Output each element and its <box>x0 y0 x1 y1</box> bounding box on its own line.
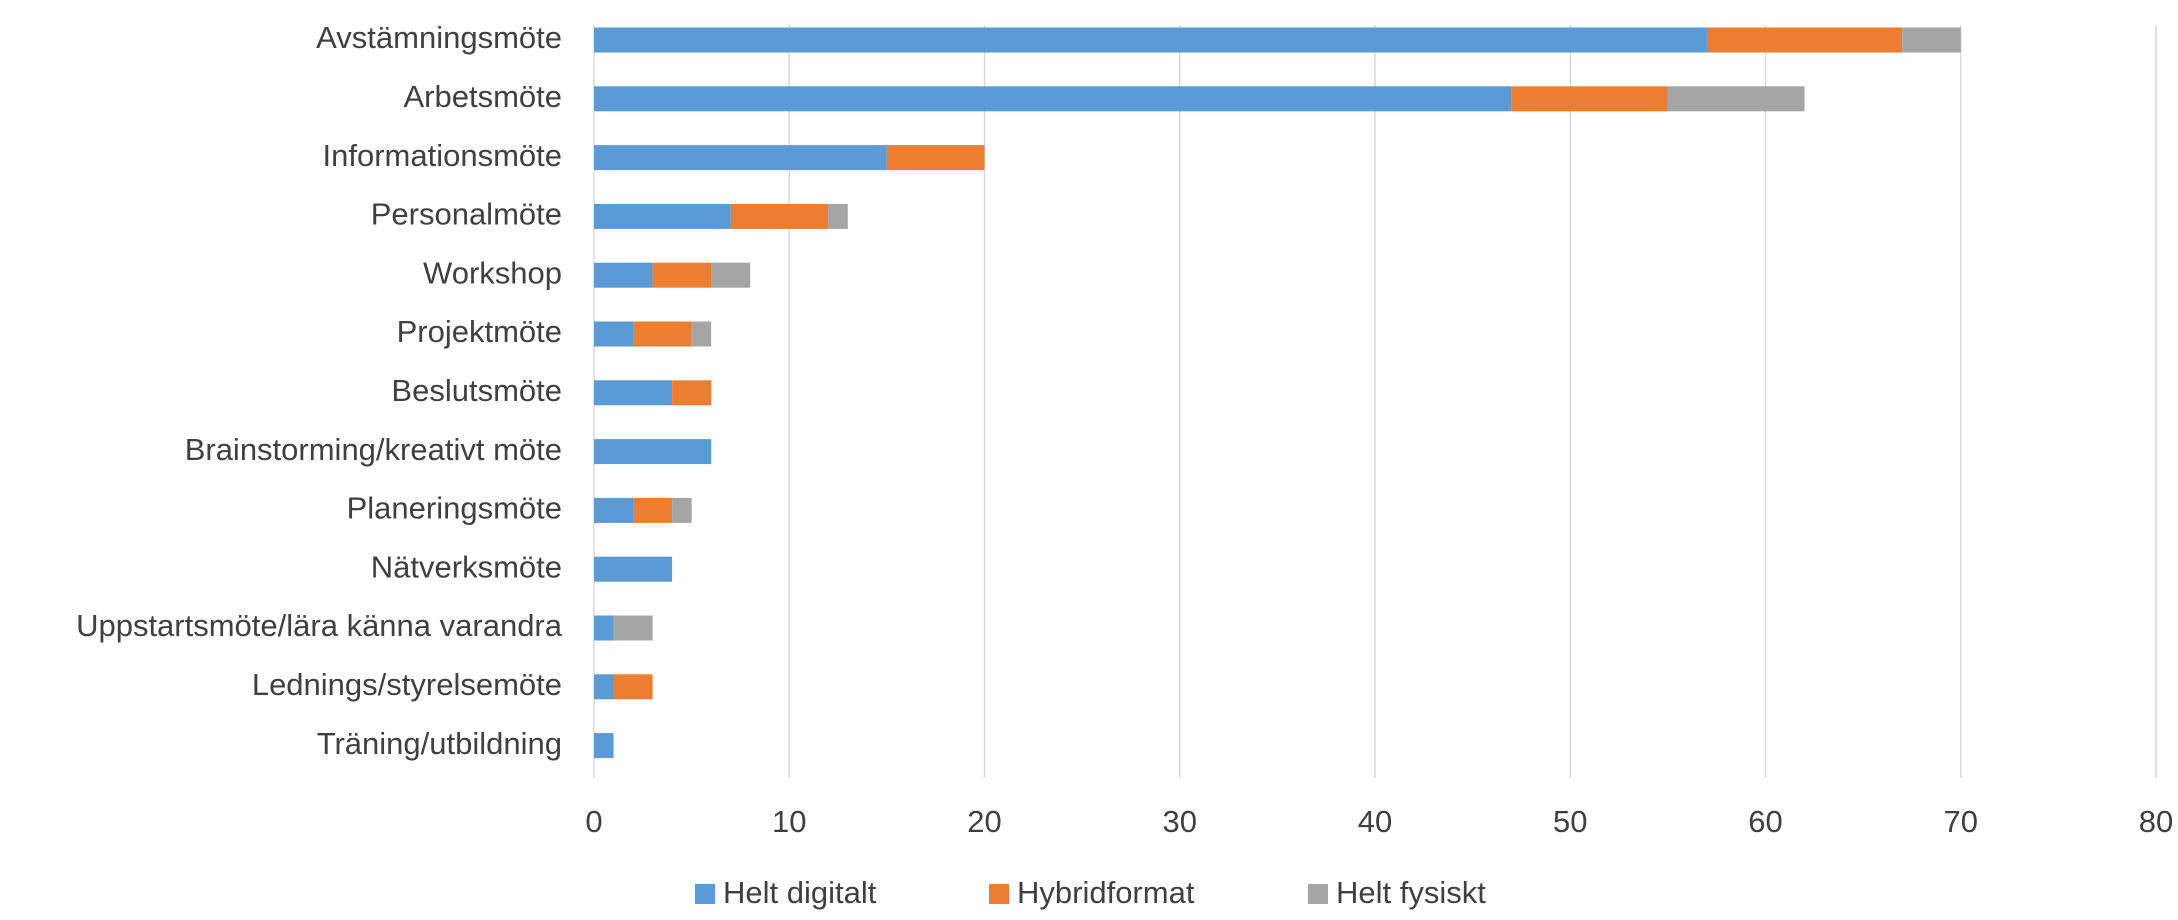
bar-segment <box>594 674 614 700</box>
bar-segment <box>613 674 653 700</box>
bar-segment <box>633 321 692 347</box>
legend-label: Helt digitalt <box>723 875 877 910</box>
x-tick-label: 10 <box>772 804 806 839</box>
y-tick-label: Nätverksmöte <box>371 549 562 584</box>
legend-swatch <box>1308 884 1328 904</box>
bar-segment <box>594 145 887 171</box>
bar-segment <box>886 145 985 171</box>
bar-segment <box>672 497 692 523</box>
bar-segment <box>594 615 614 641</box>
legend-label: Helt fysiskt <box>1336 875 1486 910</box>
y-tick-label: Informationsmöte <box>323 138 563 173</box>
y-tick-label: Avstämningsmöte <box>316 20 562 55</box>
bar-segment <box>652 262 712 288</box>
x-tick-label: 60 <box>1748 804 1782 839</box>
bar-segment <box>594 203 731 229</box>
bar-segment <box>613 615 653 641</box>
legend-label: Hybridformat <box>1017 875 1195 910</box>
legend-swatch <box>989 884 1009 904</box>
bar-segment <box>594 556 673 582</box>
y-tick-label: Workshop <box>423 255 562 290</box>
x-tick-label: 40 <box>1358 804 1392 839</box>
x-tick-label: 70 <box>1944 804 1978 839</box>
bar-segment <box>1706 27 1903 53</box>
legend-swatch <box>695 884 715 904</box>
y-tick-label: Arbetsmöte <box>403 79 562 114</box>
bar-segment <box>594 497 634 523</box>
bar-segment <box>828 203 848 229</box>
bar-segment <box>711 262 751 288</box>
y-tick-label: Personalmöte <box>371 197 562 232</box>
bar-segment <box>594 439 712 465</box>
bar-segment <box>1902 27 1961 53</box>
bar-segment <box>730 203 829 229</box>
bar-segment <box>594 27 1707 53</box>
bar-segment <box>594 733 614 759</box>
y-tick-label: Brainstorming/kreativt möte <box>185 432 562 467</box>
bar-segment <box>1667 86 1805 112</box>
y-tick-label: Uppstartsmöte/lära känna varandra <box>76 608 563 643</box>
x-tick-label: 50 <box>1553 804 1587 839</box>
y-tick-label: Lednings/styrelsemöte <box>252 667 562 702</box>
bar-segment <box>594 262 653 288</box>
y-tick-label: Projektmöte <box>397 314 562 349</box>
bar-segment <box>691 321 712 347</box>
bar-segment <box>594 380 673 406</box>
bar-segment <box>594 321 634 347</box>
bar-segment <box>594 86 1512 112</box>
x-tick-label: 0 <box>585 804 602 839</box>
x-tick-label: 80 <box>2139 804 2173 839</box>
y-tick-label: Beslutsmöte <box>391 373 562 408</box>
bar-segment <box>672 380 712 406</box>
x-tick-label: 20 <box>967 804 1001 839</box>
bar-segment <box>1511 86 1668 112</box>
x-tick-label: 30 <box>1163 804 1197 839</box>
bar-segment <box>633 497 673 523</box>
y-tick-label: Träning/utbildning <box>317 726 562 761</box>
y-tick-label: Planeringsmöte <box>347 491 562 526</box>
